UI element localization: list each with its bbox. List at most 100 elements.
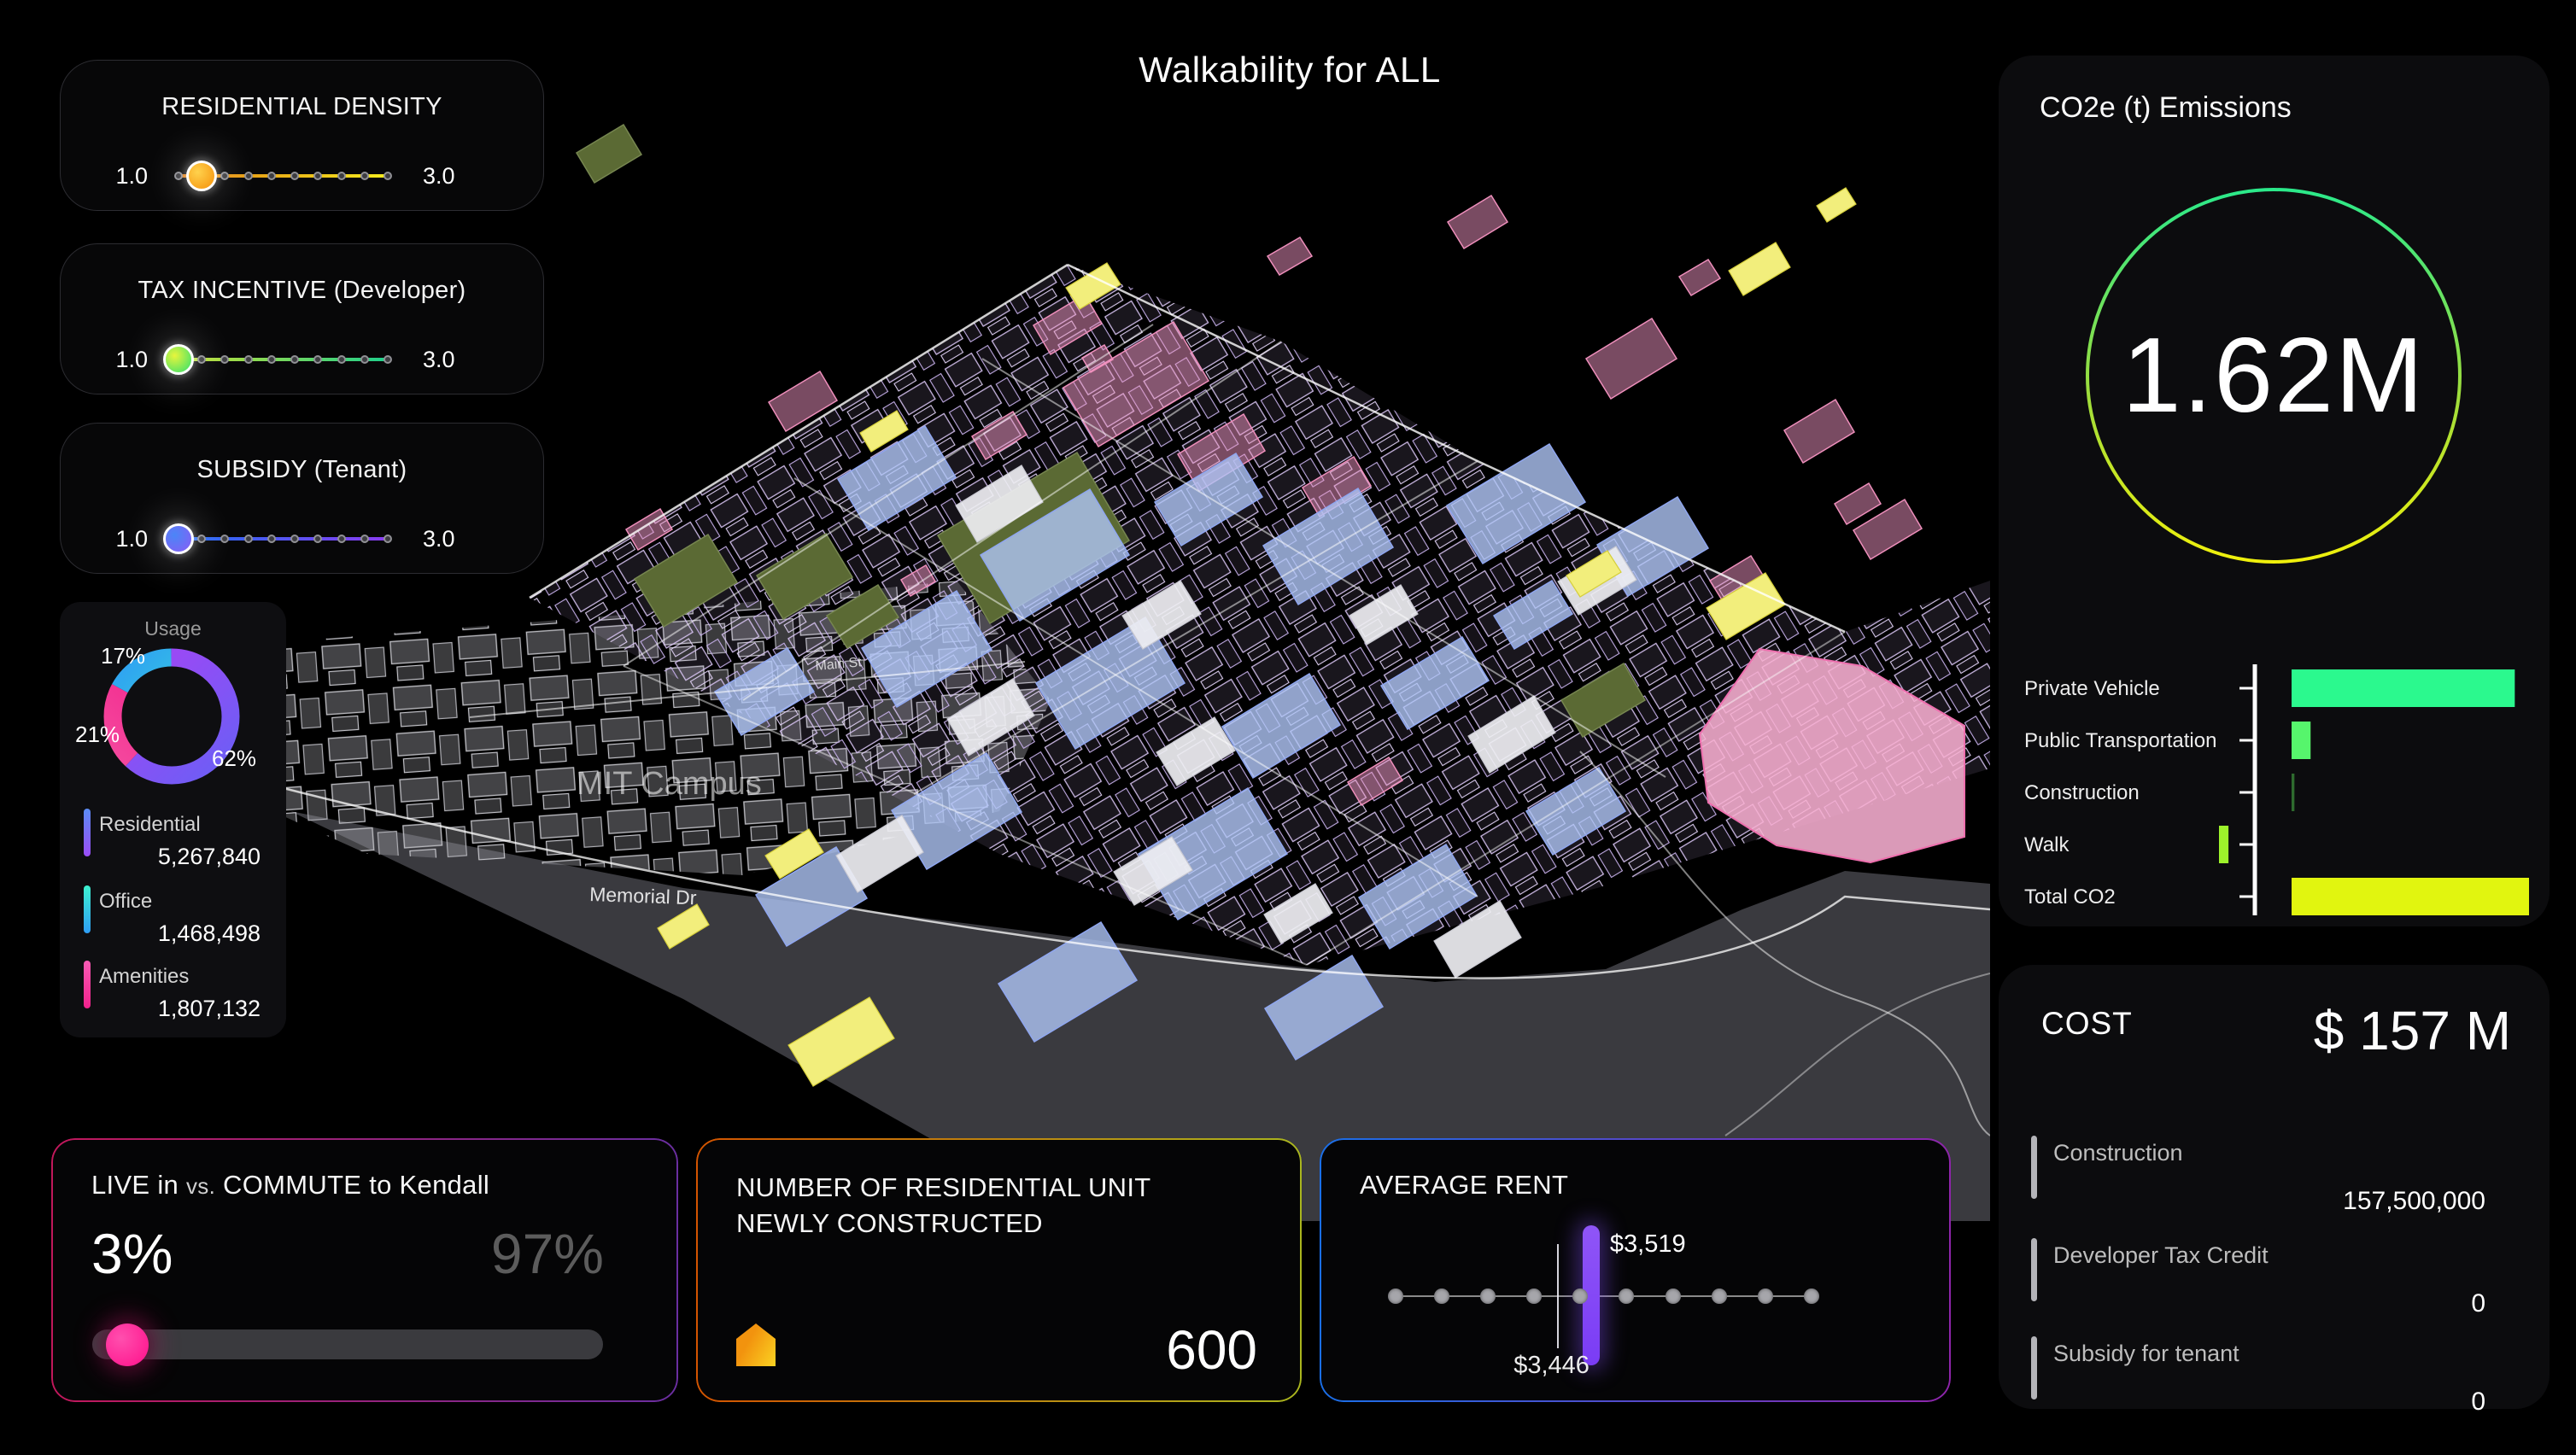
pct-office: 17% — [101, 643, 146, 669]
co2-total-value: 1.62M — [2122, 317, 2426, 435]
title-live-in: LIVE in — [91, 1170, 179, 1200]
rent-value-marker[interactable] — [1582, 1225, 1600, 1365]
rent-scale-dot — [1619, 1288, 1635, 1304]
legend-swatch — [84, 809, 91, 856]
rent-marker-label: $3,519 — [1609, 1230, 1686, 1258]
co2-title: CO2e (t) Emissions — [2040, 91, 2292, 124]
legend-label: Amenities — [99, 965, 190, 988]
tax-incentive-slider[interactable] — [163, 344, 392, 375]
slider-stop-dot — [290, 172, 300, 180]
charles-river-land — [290, 811, 1990, 1221]
slider-stop-dot — [313, 355, 323, 364]
legend-value: 1,807,132 — [157, 996, 261, 1021]
cost-item-value: 157,500,000 — [2343, 1187, 2485, 1215]
legend-label: Office — [99, 890, 153, 913]
live-slider-knob[interactable] — [106, 1323, 149, 1366]
tax-incentive-card: TAX INCENTIVE (Developer) 1.0 3.0 — [60, 243, 544, 394]
slider-max-label: 3.0 — [423, 163, 455, 189]
usage-donut-chart — [103, 648, 240, 785]
slider-stop-dot — [197, 355, 207, 364]
slider-stop-dot — [313, 535, 323, 543]
bar-total-co2 — [2292, 878, 2529, 915]
legend-value: 5,267,840 — [157, 844, 261, 869]
city-map-3d[interactable]: Main St MIT Campus Memorial Dr — [145, 102, 1990, 1238]
live-commute-slider[interactable] — [92, 1323, 603, 1366]
slider-max-label: 3.0 — [423, 526, 455, 552]
cost-item-value: 0 — [2471, 1388, 2485, 1416]
map-label-mit-campus: MIT Campus — [577, 766, 762, 802]
average-rent-title: AVERAGE RENT — [1360, 1170, 1569, 1200]
legend-swatch — [84, 885, 91, 933]
subsidy-title: SUBSIDY (Tenant) — [196, 456, 407, 483]
slider-min-label: 1.0 — [115, 526, 148, 552]
legend-label: Residential — [99, 813, 201, 836]
title-commute: COMMUTE to Kendall — [223, 1170, 490, 1200]
map-label-memorial-dr: Memorial Dr — [589, 883, 697, 909]
rent-baseline-marker — [1557, 1244, 1560, 1348]
house-icon — [736, 1324, 776, 1366]
slider-stop-dot — [360, 172, 369, 180]
cost-item-tick — [2031, 1336, 2037, 1399]
blue-buildings — [713, 424, 1710, 1061]
subsidy-card: SUBSIDY (Tenant) 1.0 3.0 — [60, 423, 544, 574]
commute-percent: 97% — [490, 1222, 604, 1285]
rent-scale-dot — [1434, 1288, 1450, 1304]
cost-item-tick — [2031, 1136, 2037, 1199]
residential-density-slider[interactable] — [174, 161, 392, 191]
cost-item-label: Developer Tax Credit — [2053, 1242, 2269, 1268]
cost-title: COST — [2041, 1006, 2133, 1041]
slider-stop-dot — [360, 355, 369, 364]
cost-item-label: Construction — [2053, 1140, 2183, 1166]
cost-item-value: 0 — [2471, 1289, 2485, 1318]
slider-stop-dot — [174, 172, 183, 180]
pink-development-blob — [1698, 647, 1965, 864]
map-label-main-st: Main St — [815, 655, 863, 674]
live-vs-commute-card: LIVE in vs. COMMUTE to Kendall 3% 97% — [51, 1138, 678, 1402]
usage-title: Usage — [144, 617, 202, 640]
co2-bar-chart: Private Vehicle Public Transportation Co… — [2024, 664, 2529, 915]
pct-residential: 62% — [212, 745, 257, 771]
residential-units-card: NUMBER OF RESIDENTIAL UNIT NEWLY CONSTRU… — [696, 1138, 1302, 1402]
slider-stop-dot — [243, 535, 253, 543]
rent-slider-line — [1395, 1295, 1812, 1297]
yellow-buildings — [657, 187, 1857, 1087]
residential-density-title: RESIDENTIAL DENSITY — [161, 93, 442, 120]
residential-units-value: 600 — [1166, 1319, 1257, 1381]
cost-item-tick — [2031, 1238, 2037, 1301]
roads — [272, 263, 1990, 1137]
subsidy-slider[interactable] — [163, 523, 392, 554]
rent-baseline-label: $3,446 — [1513, 1352, 1590, 1379]
donut-segment-amenities — [103, 648, 240, 785]
bar-public-transportation — [2292, 722, 2311, 759]
slider-stop-dot — [243, 355, 253, 364]
slider-stop-dot — [313, 172, 323, 180]
slider-stop-dot — [243, 172, 253, 180]
label-private-vehicle: Private Vehicle — [2024, 677, 2160, 700]
slider-knob[interactable] — [163, 523, 194, 554]
rent-scale-dot — [1665, 1288, 1681, 1304]
live-vs-commute-title: LIVE in vs. COMMUTE to Kendall — [91, 1170, 489, 1201]
slider-stop-dot — [266, 355, 276, 364]
slider-knob[interactable] — [163, 344, 194, 375]
rent-scale-dot — [1387, 1288, 1403, 1304]
slider-stop-dot — [383, 172, 392, 180]
slider-stop-dot — [266, 172, 276, 180]
rent-scale-dot — [1803, 1288, 1819, 1304]
label-total-co2: Total CO2 — [2024, 885, 2116, 909]
slider-stop-dot — [360, 535, 369, 543]
slider-stop-dot — [266, 535, 276, 543]
slider-stop-dot — [197, 535, 207, 543]
page-title: Walkability for ALL — [1139, 50, 1441, 90]
average-rent-slider[interactable]: $3,519 $3,446 — [1360, 1225, 1911, 1379]
cost-total-value: $ 157 M — [2313, 1000, 2511, 1061]
slider-stop-dot — [337, 172, 346, 180]
co2-total-gauge: 1.62M — [2086, 188, 2462, 564]
slider-stop-dot — [383, 535, 392, 543]
legend-swatch — [84, 961, 91, 1008]
slider-max-label: 3.0 — [423, 347, 455, 372]
slider-stop-dot — [220, 172, 230, 180]
bar-construction — [2292, 774, 2295, 811]
residential-units-title: NUMBER OF RESIDENTIAL UNIT NEWLY CONSTRU… — [736, 1172, 1150, 1238]
slider-knob[interactable] — [186, 161, 218, 191]
rent-scale-dot — [1757, 1288, 1773, 1304]
